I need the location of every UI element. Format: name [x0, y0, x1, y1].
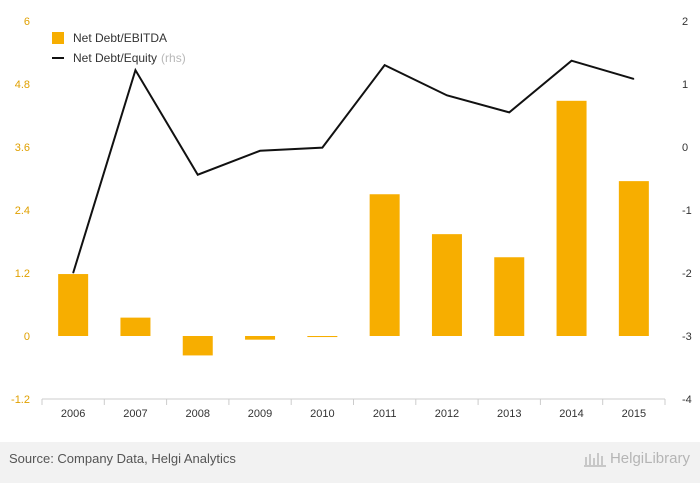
right-tick-label: 1: [682, 79, 688, 91]
line-layer: [72, 59, 635, 274]
right-tick-label: 0: [682, 142, 688, 154]
bar-2010: [307, 336, 338, 338]
legend-item-bar: Net Debt/EBITDA: [52, 28, 186, 48]
legend-item-line: Net Debt/Equity (rhs): [52, 48, 186, 68]
right-tick-label: -2: [682, 268, 692, 280]
bar-2008: [182, 336, 213, 356]
line-point-2006: [72, 272, 74, 274]
legend-label-bar: Net Debt/EBITDA: [73, 31, 168, 45]
brand-logo[interactable]: HelgiLibrary: [583, 450, 690, 467]
bar-2014: [556, 100, 587, 336]
bar-2012: [431, 234, 462, 336]
bars-layer: [58, 100, 649, 356]
left-tick-label: 6: [24, 16, 30, 28]
bar-2013: [494, 257, 525, 336]
x-tick-label: 2012: [435, 408, 459, 420]
right-tick-label: -3: [682, 331, 692, 343]
bar-2009: [245, 336, 276, 340]
x-tick-label: 2010: [310, 408, 334, 420]
x-tick-label: 2009: [248, 408, 272, 420]
x-tick-label: 2007: [123, 408, 147, 420]
legend-label-line-suffix: (rhs): [161, 51, 186, 65]
x-tick-label: 2014: [559, 408, 583, 420]
bar-2011: [369, 194, 400, 336]
bar-2007: [120, 317, 151, 336]
line-series-net-debt-equity: [72, 59, 635, 274]
library-icon: [583, 452, 606, 467]
line-point-2014: [571, 60, 573, 62]
line-point-2010: [321, 147, 323, 149]
source-note: Source: Company Data, Helgi Analytics: [9, 451, 236, 466]
bar-2006: [58, 274, 89, 336]
x-tick-label: 2013: [497, 408, 521, 420]
right-tick-label: -1: [682, 205, 692, 217]
x-tick-label: 2008: [186, 408, 210, 420]
x-tick-label: 2006: [61, 408, 85, 420]
legend: Net Debt/EBITDA Net Debt/Equity (rhs): [52, 28, 186, 68]
brand-name: HelgiLibrary: [609, 450, 690, 467]
x-tick-label: 2011: [373, 408, 397, 420]
line-point-2007: [134, 69, 136, 71]
line-point-2015: [633, 78, 635, 80]
footer: Source: Company Data, Helgi Analytics He…: [0, 442, 700, 483]
left-tick-label: 2.4: [15, 205, 30, 217]
line-point-2012: [446, 94, 448, 96]
line-point-2011: [384, 64, 386, 66]
legend-label-line: Net Debt/Equity: [73, 51, 158, 65]
right-tick-label: -4: [682, 394, 692, 406]
left-tick-label: 0: [24, 331, 30, 343]
axis-layer: 2006 2007 2008 2009 2010 2011 2012 2013 2014 2015…: [11, 16, 692, 420]
line-point-2008: [197, 174, 199, 176]
left-tick-label: 1.2: [15, 268, 30, 280]
left-tick-label: -1.2: [11, 394, 30, 406]
left-tick-label: 4.8: [15, 79, 30, 91]
legend-swatch-bar: [52, 32, 64, 44]
line-point-2013: [508, 111, 510, 113]
left-tick-label: 3.6: [15, 142, 30, 154]
legend-swatch-line: [52, 57, 64, 59]
right-tick-label: 2: [682, 16, 688, 28]
chart-area: 2006 2007 2008 2009 2010 2011 2012 2013 2014 2015…: [11, 16, 692, 420]
line-point-2009: [259, 150, 261, 152]
bar-2015: [618, 181, 649, 336]
x-tick-label: 2015: [622, 408, 646, 420]
